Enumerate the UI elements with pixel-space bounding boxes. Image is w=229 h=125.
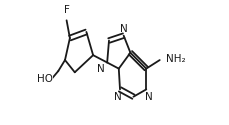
Text: N: N [145, 92, 153, 102]
Text: N: N [120, 24, 128, 34]
Text: F: F [64, 5, 70, 15]
Text: HO: HO [38, 74, 53, 84]
Text: N: N [97, 64, 105, 74]
Text: N: N [114, 92, 122, 102]
Text: NH₂: NH₂ [166, 54, 186, 64]
